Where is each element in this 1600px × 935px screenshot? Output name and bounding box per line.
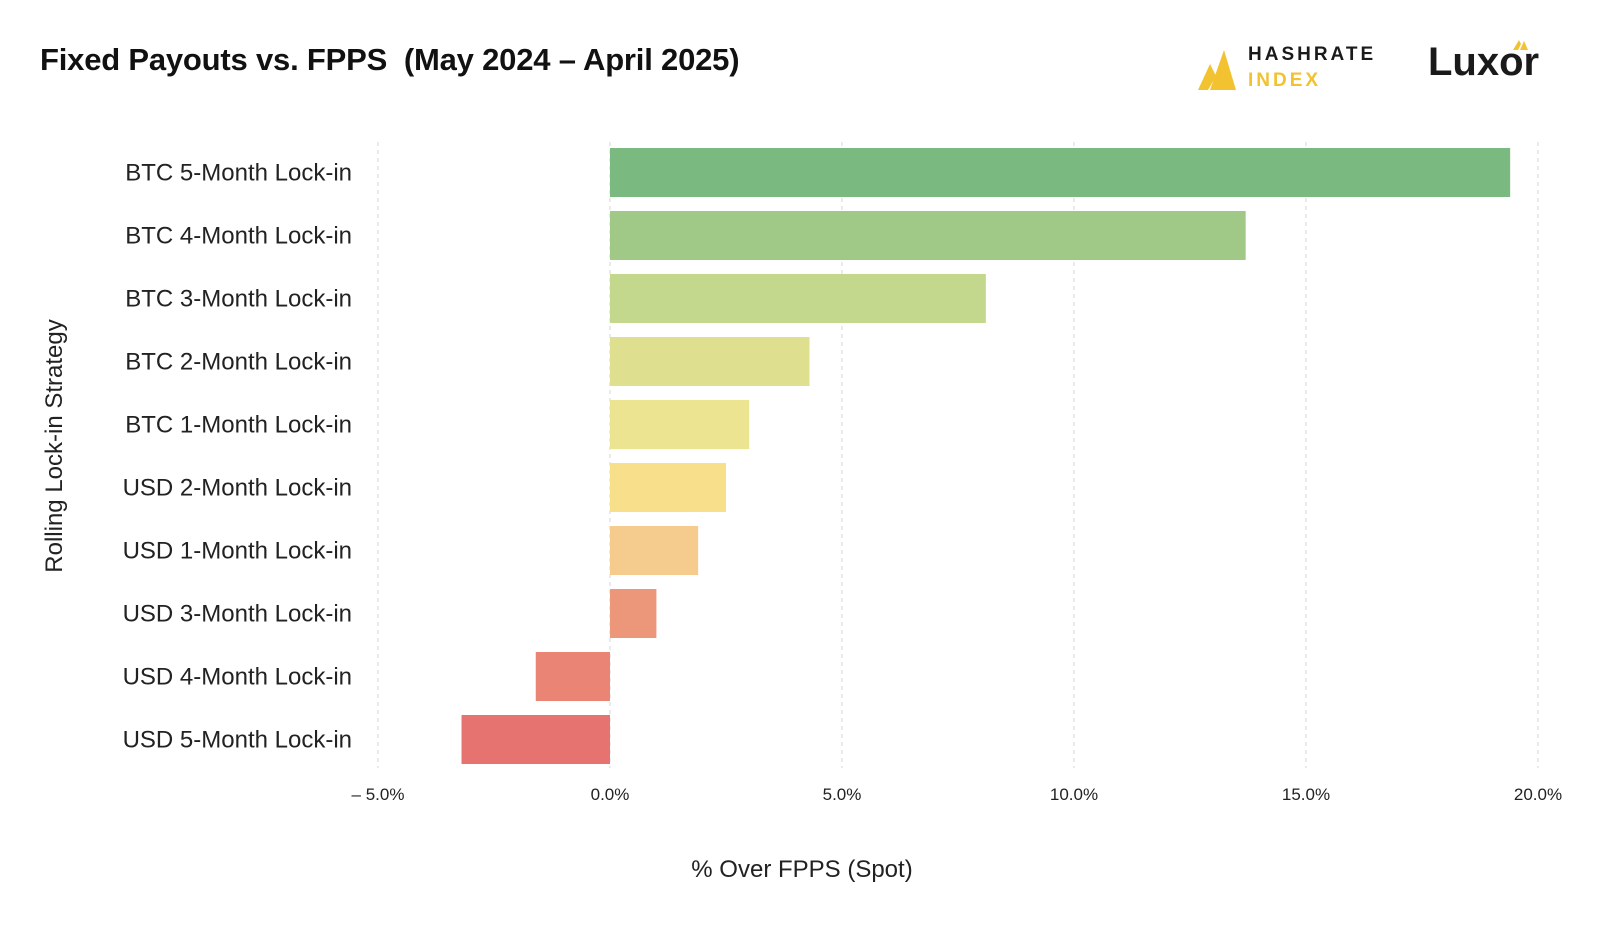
bar bbox=[461, 715, 610, 764]
y-axis-title: Rolling Lock-in Strategy bbox=[41, 319, 68, 572]
bar bbox=[610, 526, 699, 575]
bar bbox=[610, 211, 1246, 260]
x-tick-label: 20.0% bbox=[1514, 785, 1562, 804]
category-label: BTC 2-Month Lock-in bbox=[125, 349, 352, 376]
category-label: BTC 3-Month Lock-in bbox=[125, 286, 352, 313]
index-label: INDEX bbox=[1248, 70, 1322, 91]
category-label: BTC 1-Month Lock-in bbox=[125, 412, 352, 439]
bar bbox=[610, 274, 986, 323]
hashrate-label: HASHRATE bbox=[1248, 44, 1377, 65]
x-tick-label: – 5.0% bbox=[352, 785, 405, 804]
category-label: USD 3-Month Lock-in bbox=[123, 601, 352, 628]
hashrate-index-icon bbox=[1198, 50, 1236, 90]
bar bbox=[610, 148, 1511, 197]
bar bbox=[610, 400, 750, 449]
x-tick-label: 15.0% bbox=[1282, 785, 1330, 804]
category-label: USD 4-Month Lock-in bbox=[123, 664, 352, 691]
x-tick-label: 5.0% bbox=[823, 785, 862, 804]
hashrate-index-logo: HASHRATE INDEX bbox=[1188, 40, 1388, 100]
category-label: USD 2-Month Lock-in bbox=[123, 475, 352, 502]
x-axis-title: % Over FPPS (Spot) bbox=[691, 856, 912, 883]
luxor-mark-icon bbox=[1513, 40, 1528, 50]
category-label: BTC 5-Month Lock-in bbox=[125, 160, 352, 187]
bar bbox=[610, 589, 657, 638]
category-label: USD 5-Month Lock-in bbox=[123, 727, 352, 754]
bar bbox=[610, 463, 726, 512]
luxor-wordmark: Luxor bbox=[1428, 40, 1540, 84]
category-label: BTC 4-Month Lock-in bbox=[125, 223, 352, 250]
bar bbox=[535, 652, 610, 701]
x-tick-label: 10.0% bbox=[1050, 785, 1098, 804]
luxor-logo: Luxor bbox=[1428, 36, 1578, 96]
x-tick-label: 0.0% bbox=[591, 785, 630, 804]
chart-title: Fixed Payouts vs. FPPS (May 2024 – April… bbox=[40, 42, 740, 77]
bar bbox=[610, 337, 810, 386]
category-label: USD 1-Month Lock-in bbox=[123, 538, 352, 565]
